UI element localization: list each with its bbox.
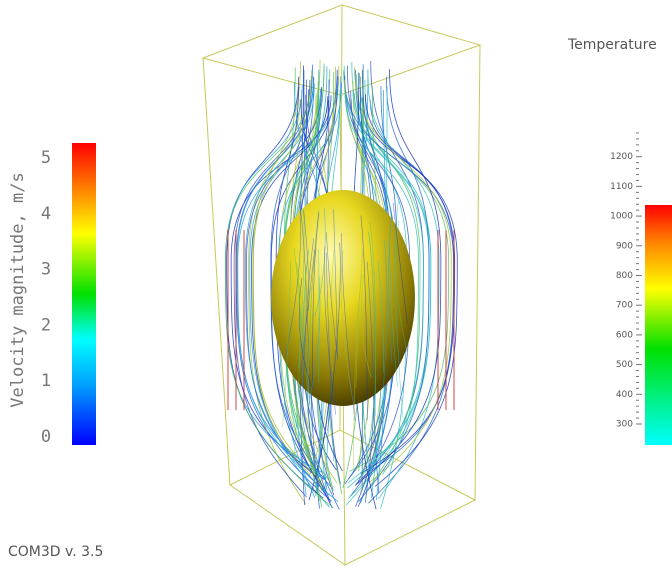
temperature-tick-label: 700	[616, 301, 633, 311]
velocity-tick-label: 0	[41, 427, 51, 447]
temperature-tick-label: 800	[616, 271, 633, 281]
velocity-title: Velocity magnitude, m/s	[8, 172, 28, 407]
temperature-tick-label: 300	[616, 420, 633, 430]
page: {"left_colorbar": {"title": "Velocity ma…	[0, 0, 672, 570]
sphere-object	[271, 190, 415, 406]
temperature-tick-label: 900	[616, 241, 633, 251]
visualization: Velocity magnitude, m/s 0 1 2 3 4 5 Temperatu…	[0, 0, 672, 570]
temperature-title: Temperature	[567, 37, 657, 53]
velocity-colorbar	[72, 143, 96, 445]
velocity-tick-label: 3	[41, 260, 51, 280]
velocity-tick-label: 4	[41, 204, 51, 224]
temperature-tick-label: 1100	[610, 182, 633, 192]
temperature-tick-label: 400	[616, 390, 633, 400]
footer: COM3D v. 3.5	[8, 544, 103, 560]
velocity-tick-label: 1	[41, 371, 51, 391]
temperature-colorbar	[645, 205, 672, 445]
temperature-tick-label: 1000	[610, 212, 633, 222]
temperature-tick-label: 500	[616, 360, 633, 370]
velocity-tick-label: 5	[41, 148, 51, 168]
temperature-tick-label: 600	[616, 330, 633, 340]
velocity-tick-label: 2	[41, 315, 51, 335]
temperature-tick-label: 1200	[610, 152, 633, 162]
